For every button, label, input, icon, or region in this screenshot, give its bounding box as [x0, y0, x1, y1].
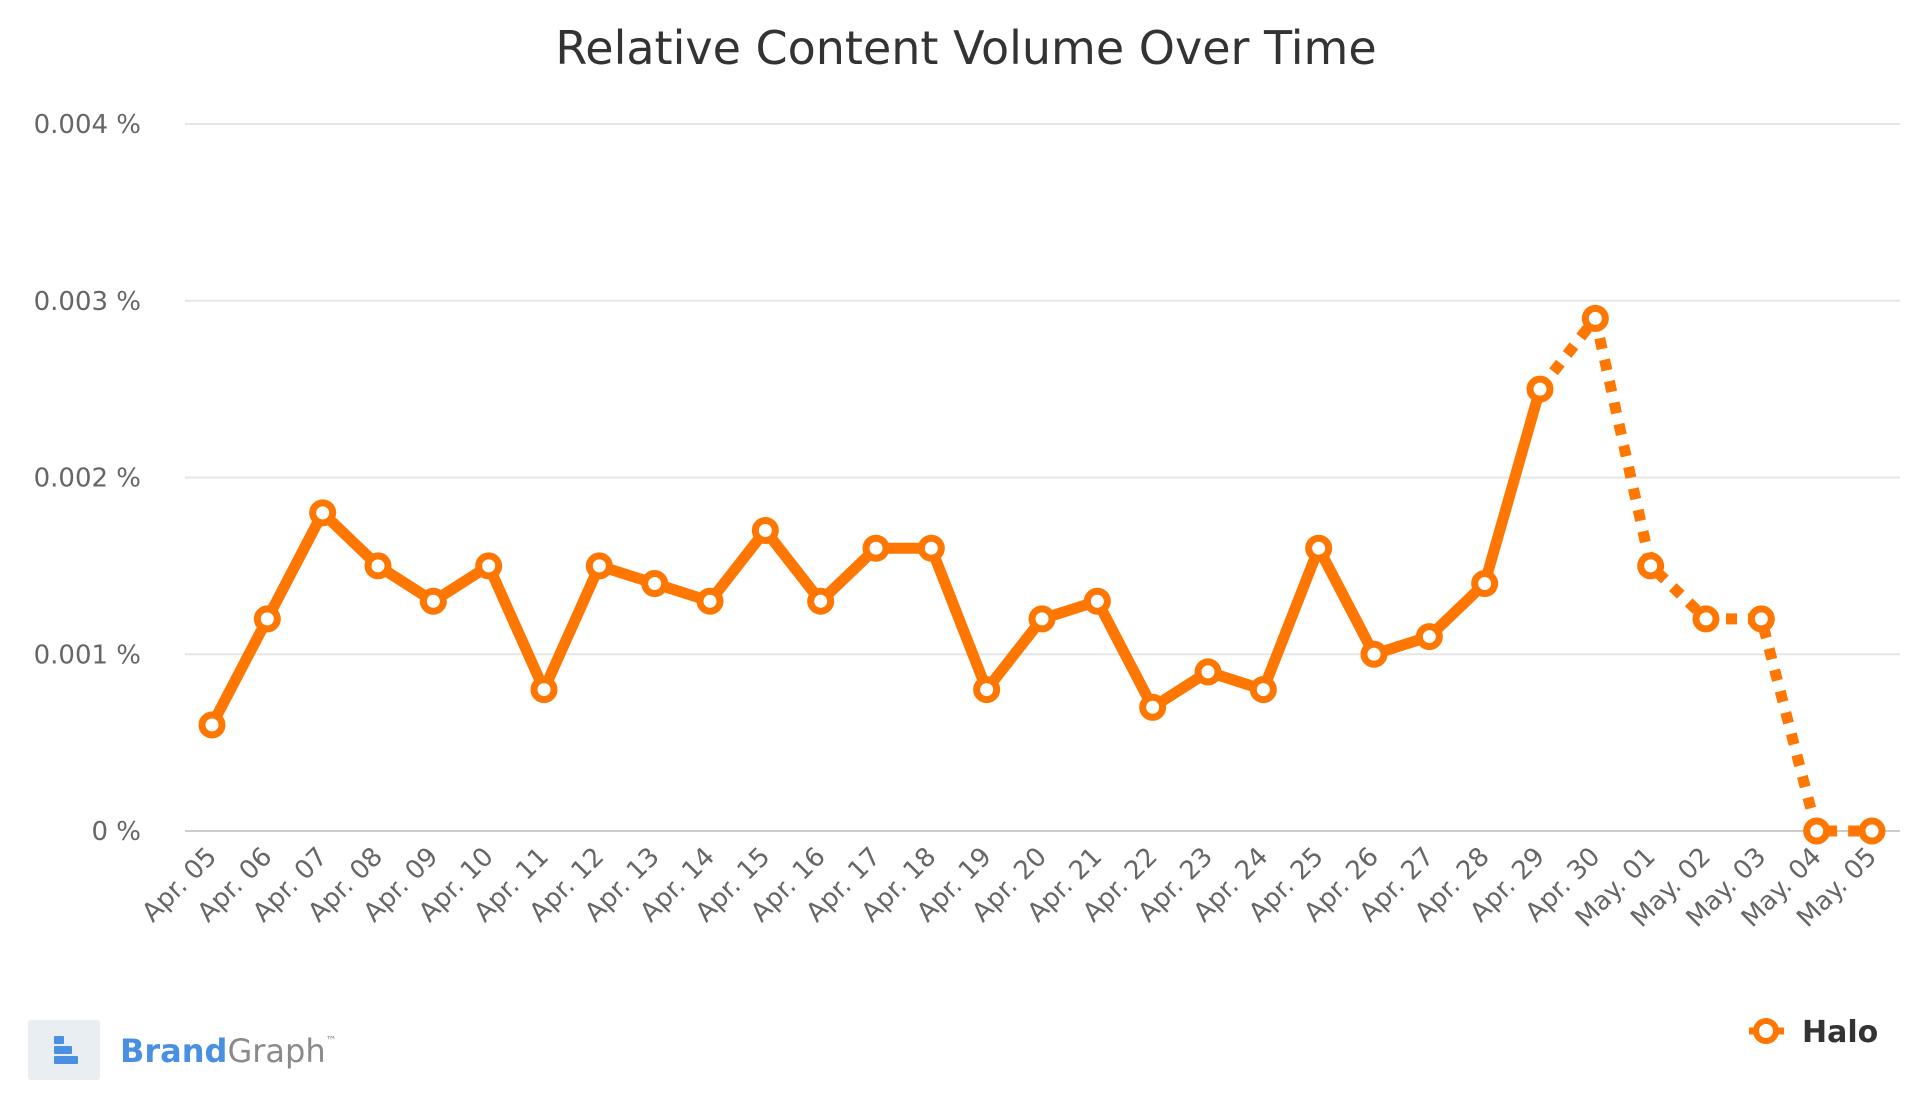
data-point[interactable] [364, 552, 392, 580]
series-markers [198, 304, 1886, 845]
grid-lines [185, 123, 1900, 832]
data-point[interactable] [1194, 658, 1222, 686]
brand-trademark: ™ [326, 1034, 337, 1047]
legend-swatch-marker [1753, 1018, 1779, 1044]
data-point[interactable] [1692, 605, 1720, 633]
bar-chart-stack-icon [54, 1036, 78, 1064]
data-point[interactable] [1637, 552, 1665, 580]
y-tick-label: 0.003 % [34, 287, 141, 317]
data-point[interactable] [1028, 605, 1056, 633]
data-point[interactable] [198, 711, 226, 739]
data-point[interactable] [1747, 605, 1775, 633]
data-point[interactable] [751, 517, 779, 545]
data-point[interactable] [1249, 676, 1277, 704]
data-point[interactable] [530, 676, 558, 704]
data-point[interactable] [1526, 375, 1554, 403]
data-point[interactable] [1581, 304, 1609, 332]
data-point[interactable] [1360, 640, 1388, 668]
brand-logo: BrandGraph™ [28, 1020, 337, 1080]
data-point[interactable] [1803, 817, 1831, 845]
y-tick-label: 0 % [91, 817, 141, 847]
data-point[interactable] [696, 587, 724, 615]
data-point[interactable] [1415, 623, 1443, 651]
data-point[interactable] [1471, 570, 1499, 598]
brand-name-part1: Brand [120, 1032, 227, 1070]
data-point[interactable] [917, 534, 945, 562]
data-point[interactable] [309, 499, 337, 527]
chart-title: Relative Content Volume Over Time [555, 21, 1376, 75]
y-axis-labels: 0 % 0.001 % 0.002 % 0.003 % 0.004 % [34, 110, 141, 847]
data-point[interactable] [1083, 587, 1111, 615]
data-point[interactable] [475, 552, 503, 580]
series-halo [206, 312, 1872, 837]
legend-label: Halo [1802, 1015, 1878, 1050]
data-point[interactable] [419, 587, 447, 615]
y-tick-label: 0.001 % [34, 640, 141, 670]
data-point[interactable] [1858, 817, 1886, 845]
data-point[interactable] [253, 605, 281, 633]
data-point[interactable] [1305, 534, 1333, 562]
data-point[interactable] [807, 587, 835, 615]
brand-name-part2: Graph [227, 1032, 325, 1070]
data-point[interactable] [862, 534, 890, 562]
data-point[interactable] [585, 552, 613, 580]
data-point[interactable] [641, 570, 669, 598]
data-point[interactable] [1139, 693, 1167, 721]
brand-name: BrandGraph™ [120, 1032, 337, 1070]
y-tick-label: 0.004 % [34, 110, 141, 140]
data-point[interactable] [973, 676, 1001, 704]
legend[interactable]: Halo [1749, 1015, 1878, 1050]
series-line-dashed [1535, 312, 1872, 837]
y-tick-label: 0.002 % [34, 464, 141, 494]
